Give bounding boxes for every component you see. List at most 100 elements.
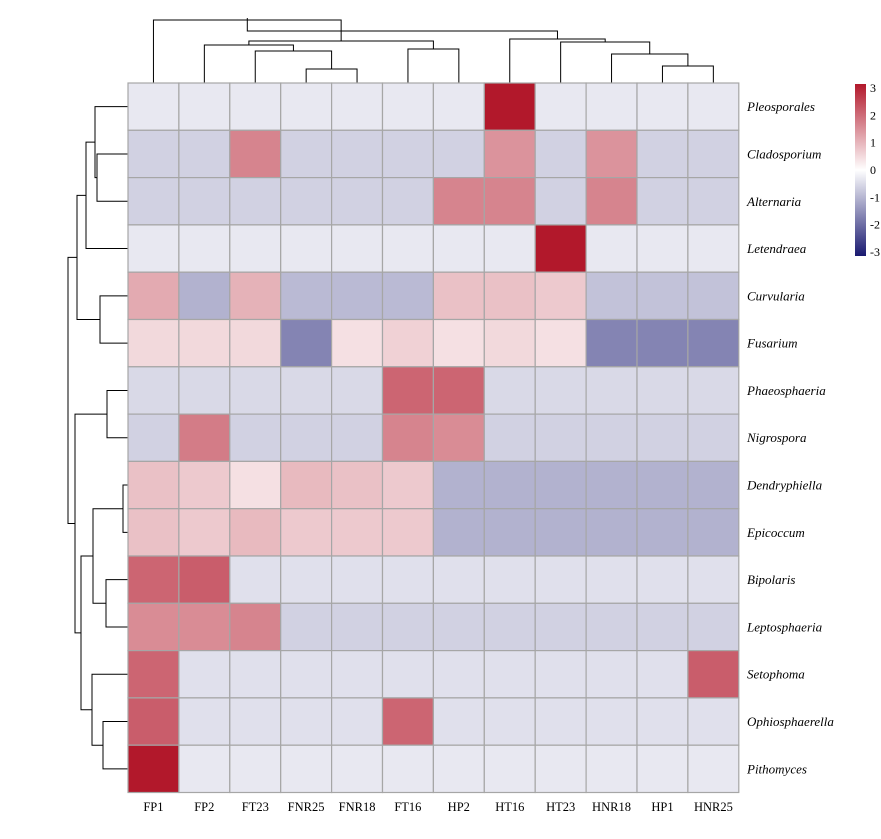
col-dendro-link xyxy=(246,20,558,39)
row-label-alternaria: Alternaria xyxy=(746,194,802,209)
row-label-pithomyces: Pithomyces xyxy=(746,761,807,776)
row-dendro-link xyxy=(74,413,107,634)
heatmap-cell-phaeosphaeria-fp2 xyxy=(178,366,231,415)
heatmap-cell-ophiosphaerella-fnr18 xyxy=(331,697,384,746)
heatmap-cell-setophoma-fnr18 xyxy=(331,649,384,699)
heatmap-cell-ophiosphaerella-hp2 xyxy=(432,697,485,746)
heatmap-cell-curvularia-fp1 xyxy=(127,271,180,321)
row-dendro-link xyxy=(105,579,128,628)
heatmap-cell-pleosporales-hp2 xyxy=(432,82,485,131)
heatmap-cell-cladosporium-hnr25 xyxy=(687,129,740,179)
heatmap-cell-epicoccum-ft23 xyxy=(229,508,282,557)
color-scale-tick-label: 2 xyxy=(870,108,876,122)
heatmap-cell-leptosphaeria-hnr18 xyxy=(585,602,638,652)
heatmap-cell-ophiosphaerella-hp1 xyxy=(636,697,689,746)
column-label-fnr25: FNR25 xyxy=(288,800,325,814)
heatmap-cell-setophoma-fp2 xyxy=(178,649,231,699)
row-label-epicoccum: Epicoccum xyxy=(746,525,805,540)
heatmap-cell-leptosphaeria-ht23 xyxy=(534,602,587,652)
col-dendro-link xyxy=(305,68,358,83)
heatmap-cell-epicoccum-ht16 xyxy=(483,508,536,557)
column-label-ft16: FT16 xyxy=(394,800,421,814)
heatmap-cell-curvularia-hp1 xyxy=(636,271,689,321)
heatmap-cell-pithomyces-ht23 xyxy=(534,744,587,794)
column-label-hp2: HP2 xyxy=(448,800,470,814)
heatmap-cell-phaeosphaeria-fnr25 xyxy=(280,366,333,415)
heatmap-cell-pleosporales-fnr18 xyxy=(331,82,384,131)
row-label-nigrospora: Nigrospora xyxy=(746,430,807,445)
heatmap-cell-setophoma-fnr25 xyxy=(280,649,333,699)
heatmap-cell-fusarium-fnr18 xyxy=(331,318,384,368)
heatmap-cell-pithomyces-ft16 xyxy=(381,744,435,794)
heatmap-cell-alternaria-ft16 xyxy=(381,177,435,226)
heatmap-cell-cladosporium-ht16 xyxy=(483,129,536,179)
heatmap-cell-epicoccum-hp1 xyxy=(636,508,689,557)
row-label-dendryphiella: Dendryphiella xyxy=(746,478,823,493)
heatmap-cell-epicoccum-ht23 xyxy=(534,508,587,557)
heatmap-cell-phaeosphaeria-hnr18 xyxy=(585,366,638,415)
row-label-phaeosphaeria: Phaeosphaeria xyxy=(746,383,826,398)
row-dendro-link xyxy=(91,673,128,746)
heatmap-cell-phaeosphaeria-ht23 xyxy=(534,366,587,415)
col-dendro-link xyxy=(407,48,460,83)
heatmap-cell-cladosporium-ft23 xyxy=(229,129,282,179)
heatmap-cell-curvularia-hp2 xyxy=(432,271,485,321)
heatmap-cell-setophoma-hnr18 xyxy=(585,649,638,699)
heatmap-cell-nigrospora-ft23 xyxy=(229,413,282,463)
heatmap-cell-cladosporium-fp2 xyxy=(178,129,231,179)
heatmap-cell-letendraea-hp1 xyxy=(636,224,689,273)
row-dendro-link xyxy=(96,153,128,202)
heatmap-cell-phaeosphaeria-fp1 xyxy=(127,366,180,415)
row-dendro-link xyxy=(99,295,128,344)
heatmap-cell-pithomyces-ft23 xyxy=(229,744,282,794)
color-scale-tick-label: 1 xyxy=(870,136,876,150)
row-dendro-link xyxy=(76,194,100,320)
heatmap-cell-fusarium-hnr18 xyxy=(585,318,638,368)
heatmap-cell-epicoccum-ft16 xyxy=(381,508,435,557)
row-label-ophiosphaerella: Ophiosphaerella xyxy=(747,714,834,729)
heatmap-cell-setophoma-ht23 xyxy=(534,649,587,699)
heatmap-cell-epicoccum-hnr25 xyxy=(687,508,740,557)
row-dendro-link xyxy=(67,256,77,524)
heatmap-cell-pithomyces-hnr18 xyxy=(585,744,638,794)
heatmap-cell-setophoma-hp2 xyxy=(432,649,485,699)
heatmap-cell-dendryphiella-hnr25 xyxy=(687,460,740,510)
heatmap-cell-fusarium-ht23 xyxy=(534,318,587,368)
heatmap-cell-bipolaris-hp2 xyxy=(432,555,485,604)
heatmap-cell-curvularia-ft16 xyxy=(381,271,435,321)
heatmap-cell-nigrospora-ht16 xyxy=(483,413,536,463)
heatmap-cell-bipolaris-ft23 xyxy=(229,555,282,604)
heatmap-cell-pleosporales-ft23 xyxy=(229,82,282,131)
heatmap-cell-nigrospora-fp2 xyxy=(178,413,231,463)
row-label-fusarium: Fusarium xyxy=(746,336,798,351)
heatmap-cell-epicoccum-hp2 xyxy=(432,508,485,557)
heatmap-cell-pithomyces-fp2 xyxy=(178,744,231,794)
heatmap-cell-cladosporium-hnr18 xyxy=(585,129,638,179)
column-label-fp1: FP1 xyxy=(143,800,163,814)
column-label-hp1: HP1 xyxy=(651,800,673,814)
heatmap-cell-epicoccum-fnr18 xyxy=(331,508,384,557)
heatmap-cell-alternaria-hnr18 xyxy=(585,177,638,226)
heatmap-cell-cladosporium-fp1 xyxy=(127,129,180,179)
heatmap-cell-fusarium-fp1 xyxy=(127,318,180,368)
row-dendro-link xyxy=(106,389,128,439)
heatmap-cell-dendryphiella-hnr18 xyxy=(585,460,638,510)
heatmap-cell-setophoma-ft16 xyxy=(381,649,435,699)
heatmap-cell-fusarium-ft16 xyxy=(381,318,435,368)
heatmap-cell-letendraea-fp1 xyxy=(127,224,180,273)
heatmap-cell-bipolaris-ft16 xyxy=(381,555,435,604)
column-label-ht16: HT16 xyxy=(495,800,524,814)
heatmap-cell-ophiosphaerella-ht16 xyxy=(483,697,536,746)
heatmap-cell-leptosphaeria-hp1 xyxy=(636,602,689,652)
heatmap-cell-leptosphaeria-fnr25 xyxy=(280,602,333,652)
heatmap-cell-ophiosphaerella-fp2 xyxy=(178,697,231,746)
heatmap-cell-pleosporales-hnr18 xyxy=(585,82,638,131)
col-dendro-link xyxy=(560,41,651,83)
heatmap-cell-pleosporales-fp2 xyxy=(178,82,231,131)
heatmap-cell-letendraea-ht16 xyxy=(483,224,536,273)
heatmap-cell-fusarium-fp2 xyxy=(178,318,231,368)
column-label-hnr18: HNR18 xyxy=(592,800,631,814)
heatmap-cell-setophoma-hnr25 xyxy=(687,649,740,699)
heatmap-cell-letendraea-hnr18 xyxy=(585,224,638,273)
